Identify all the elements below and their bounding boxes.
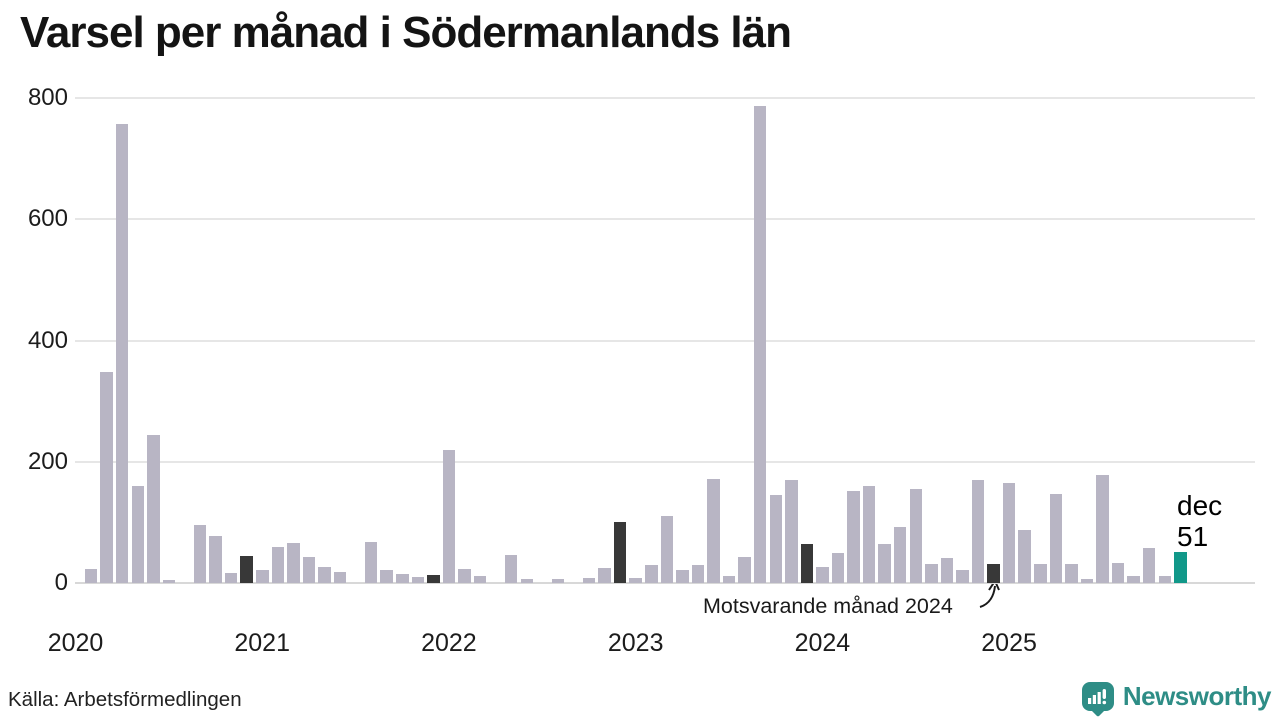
bar-2020-11	[224, 572, 238, 583]
bar-2024-11	[971, 479, 985, 583]
newsworthy-pin-icon	[1081, 682, 1114, 718]
y-tick-label: 0	[54, 569, 68, 596]
bar-2020-03	[100, 372, 113, 583]
comparison-bar-2022-12	[613, 522, 627, 583]
bar-2021-06	[333, 572, 347, 583]
comparison-bar-2021-12	[427, 575, 440, 583]
bar-2025-07	[1096, 475, 1109, 583]
bar-2023-08	[738, 556, 751, 583]
current-month-bar-2025-12	[1174, 552, 1187, 583]
bar-2023-01	[629, 577, 642, 583]
x-tick-label: 2020	[47, 629, 104, 657]
bar-2023-02	[645, 564, 658, 583]
bar-2023-03	[660, 516, 673, 583]
gridline	[75, 339, 1255, 342]
chart-title: Varsel per månad i Södermanlands län	[20, 8, 792, 57]
comparison-bar-2023-12	[800, 544, 814, 583]
bar-2022-02	[458, 568, 471, 583]
bar-chart-icon	[1087, 689, 1106, 705]
comparison-bar-2020-12	[240, 555, 253, 583]
bar-2024-10	[956, 569, 969, 583]
bar-2020-07	[162, 580, 176, 583]
bar-2023-07	[722, 576, 736, 583]
bar-2021-10	[396, 573, 409, 583]
source-text: Källa: Arbetsförmedlingen	[8, 688, 242, 711]
bar-2024-01	[816, 567, 829, 583]
gridline	[75, 97, 1255, 99]
bar-2025-04	[1049, 493, 1062, 583]
bar-2021-11	[411, 576, 425, 583]
bar-2022-11	[598, 567, 611, 583]
bar-2021-05	[318, 566, 331, 583]
gridline	[75, 460, 1255, 463]
bar-2022-01	[442, 449, 456, 583]
newsworthy-wordmark: Newsworthy	[1122, 681, 1272, 711]
bar-2024-05	[878, 544, 891, 583]
bar-2023-11	[785, 479, 798, 583]
y-tick-label: 800	[27, 84, 68, 111]
comparison-annotation: Motsvarande månad 2024	[703, 594, 953, 618]
bar-2024-09	[940, 557, 954, 583]
bar-2020-05	[131, 486, 144, 583]
bar-2021-02	[271, 546, 284, 583]
x-tick-label: 2023	[607, 629, 664, 657]
bar-2024-03	[847, 490, 860, 583]
bar-2022-10	[582, 577, 596, 583]
bar-2021-03	[287, 543, 300, 583]
bar-2020-02	[84, 568, 98, 583]
bar-2021-09	[380, 569, 393, 583]
y-tick-label: 200	[27, 447, 68, 475]
bar-2021-01	[256, 569, 269, 583]
bar-2024-04	[862, 486, 876, 583]
current-month-value: 51	[1177, 521, 1209, 552]
current-month-label: dec 51	[1177, 490, 1222, 552]
gridline	[75, 218, 1255, 221]
bar-2021-08	[364, 541, 378, 583]
bar-2025-08	[1111, 563, 1125, 583]
bar-2020-10	[209, 535, 222, 583]
bar-2025-02	[1018, 530, 1031, 583]
x-tick-label: 2024	[794, 629, 851, 657]
bar-2023-09	[753, 105, 767, 583]
x-axis-line	[75, 582, 1255, 584]
bar-2023-10	[769, 495, 782, 583]
x-tick-label: 2025	[981, 629, 1037, 657]
x-tick-label: 2021	[234, 629, 290, 657]
bar-2024-02	[831, 552, 845, 583]
bar-2020-09	[193, 525, 207, 583]
bar-2022-08	[551, 578, 565, 583]
bar-2020-04	[115, 124, 129, 583]
bar-2023-06	[707, 478, 720, 583]
bar-2025-06	[1080, 579, 1094, 583]
bar-2023-04	[676, 570, 689, 583]
y-tick-label: 400	[27, 326, 68, 354]
bar-2024-08	[925, 563, 938, 583]
bar-2023-05	[691, 564, 705, 583]
x-tick-label: 2022	[421, 629, 477, 657]
bar-2025-01	[1002, 483, 1016, 583]
bar-2025-10	[1142, 547, 1156, 583]
bar-2022-05	[504, 555, 518, 583]
comparison-bar-2024-12	[987, 563, 1000, 583]
newsworthy-logo: Newsworthy	[1081, 681, 1272, 718]
bar-2025-05	[1065, 563, 1078, 583]
bar-2022-06	[520, 578, 533, 583]
y-tick-label: 600	[27, 205, 68, 233]
bar-2021-04	[302, 556, 316, 583]
bar-2025-09	[1127, 576, 1140, 583]
bar-2022-03	[473, 576, 487, 583]
bar-2020-06	[147, 434, 160, 583]
bar-2024-06	[893, 526, 907, 583]
bar-2024-07	[909, 489, 922, 583]
bar-2025-11	[1158, 576, 1171, 583]
current-month-name: dec	[1177, 490, 1223, 521]
bar-2025-03	[1034, 563, 1047, 583]
